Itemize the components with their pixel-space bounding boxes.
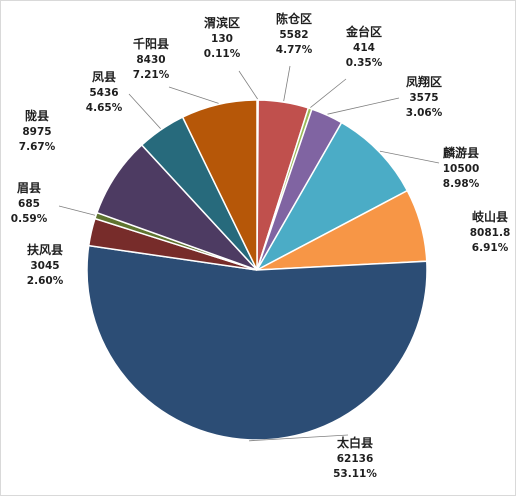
slice-label-percent: 6.91% — [472, 242, 509, 254]
slice-label-value: 130 — [211, 33, 233, 45]
slice-label-percent: 4.77% — [276, 44, 313, 56]
slice-label-percent: 8.98% — [443, 178, 480, 190]
slice-label-value: 685 — [18, 198, 40, 210]
slice-label-percent: 7.21% — [133, 69, 170, 81]
pie-slice — [86, 244, 428, 441]
slice-label-name: 千阳县 — [133, 36, 169, 51]
slice-label: 扶风县 3045 2.60% — [27, 242, 64, 287]
slice-label-value: 8430 — [136, 54, 165, 66]
slice-label: 太白县 62136 53.11% — [333, 435, 377, 480]
slice-label: 岐山县 8081.8 6.91% — [470, 209, 511, 254]
slice-label-percent: 0.11% — [204, 48, 241, 60]
slice-label-name: 麟游县 — [443, 145, 479, 160]
slice-label-percent: 4.65% — [86, 102, 123, 114]
slice-label-value: 3045 — [30, 260, 59, 272]
labels-group: 渭滨区 130 0.11% 陈仓区 5582 4.77% 金台区 414 0.35% 凤翔区 357… — [11, 11, 510, 480]
leader-line — [249, 434, 349, 442]
slice-label-percent: 53.11% — [333, 468, 377, 480]
slice-label: 陈仓区 5582 4.77% — [276, 11, 313, 56]
slice-label-value: 8975 — [22, 126, 51, 138]
pie-slice — [181, 99, 258, 271]
slice-label-name: 陈仓区 — [276, 11, 312, 26]
pie-slice — [255, 121, 409, 272]
slice-label-name: 凤翔区 — [406, 74, 442, 89]
slice-label-name: 凤县 — [92, 70, 116, 84]
slice-label: 眉县 685 0.59% — [11, 181, 48, 225]
slice-label: 凤县 5436 4.65% — [86, 70, 123, 114]
slice-label-value: 5582 — [279, 29, 308, 41]
slice-label-value: 5436 — [89, 87, 118, 99]
slice-label-value: 62136 — [337, 453, 374, 465]
slice-label-name: 金台区 — [345, 24, 382, 39]
slice-label-name: 陇县 — [25, 108, 49, 123]
slice-label: 千阳县 8430 7.21% — [133, 36, 170, 81]
slice-label-name: 渭滨区 — [204, 15, 240, 30]
slice-label: 麟游县 10500 8.98% — [443, 145, 480, 190]
slice-label-name: 岐山县 — [472, 209, 508, 224]
slice-label-name: 扶风县 — [27, 242, 63, 257]
slice-label-name: 太白县 — [337, 435, 373, 450]
leader-line — [327, 97, 400, 115]
slice-label-value: 10500 — [443, 163, 480, 175]
slice-label-percent: 3.06% — [406, 107, 443, 119]
slice-label-value: 8081.8 — [470, 227, 511, 239]
slices-group — [86, 99, 428, 441]
leader-line — [58, 205, 96, 216]
slice-label: 凤翔区 3575 3.06% — [406, 74, 443, 119]
leader-line — [168, 86, 219, 104]
leader-line — [283, 65, 291, 102]
slice-label-percent: 0.35% — [346, 57, 383, 69]
slice-label: 金台区 414 0.35% — [345, 24, 383, 69]
slice-label: 渭滨区 130 0.11% — [204, 15, 241, 60]
slice-label-value: 414 — [353, 42, 375, 54]
leader-line — [128, 93, 161, 129]
leader-line — [379, 150, 440, 164]
slice-label: 陇县 8975 7.67% — [19, 108, 56, 153]
slice-label-name: 眉县 — [17, 181, 41, 195]
leader-lines-group — [58, 65, 440, 442]
slice-label-percent: 0.59% — [11, 213, 48, 225]
slice-label-percent: 2.60% — [27, 275, 64, 287]
leader-line — [310, 78, 347, 108]
slice-label-percent: 7.67% — [19, 141, 56, 153]
leader-line — [238, 70, 258, 100]
slice-label-value: 3575 — [409, 92, 438, 104]
